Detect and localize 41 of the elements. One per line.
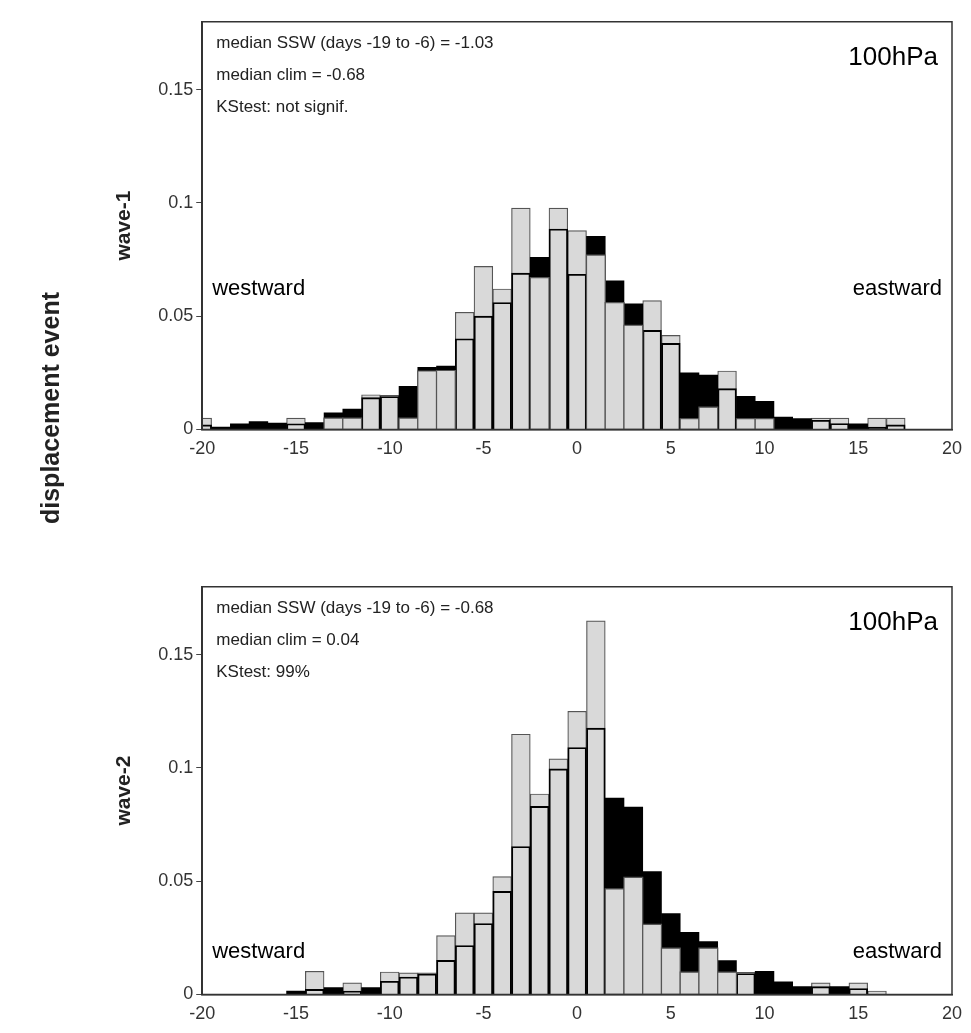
annotation: median clim = 0.04 [216, 630, 360, 650]
annotation: 100hPa [848, 605, 939, 636]
x-tick-label: -20 [189, 438, 216, 459]
annotation: median clim = -0.68 [216, 65, 366, 85]
x-tick-label: -10 [376, 1003, 403, 1024]
annotation: median SSW (days -19 to -6) = -0.68 [216, 598, 494, 618]
x-tick-label: -10 [376, 438, 403, 459]
x-tick-label: -5 [475, 1003, 492, 1024]
annotation: median SSW (days -19 to -6) = -1.03 [216, 33, 494, 53]
x-tick-label: -20 [189, 1003, 216, 1024]
x-tick-label: 20 [941, 438, 963, 459]
annotation: westward [211, 275, 306, 301]
x-tick-label: -15 [282, 1003, 309, 1024]
annotation: KStest: 99% [216, 662, 310, 682]
annotation: eastward [852, 275, 942, 301]
annotation: KStest: not signif. [216, 97, 349, 117]
x-tick-label: 10 [754, 1003, 775, 1024]
y-tick-label: 0.05 [158, 305, 194, 326]
y-tick-label: 0.1 [168, 191, 194, 212]
x-tick-label: -5 [475, 438, 492, 459]
x-tick-label: 0 [572, 438, 583, 459]
y-axis-title: wave-2 [111, 755, 135, 827]
y-tick-label: 0 [183, 418, 194, 439]
annotation: 100hPa [848, 40, 939, 71]
y-axis-title: wave-1 [111, 190, 135, 262]
x-tick-label: 5 [665, 1003, 676, 1024]
y-tick-label: 0.05 [158, 870, 194, 891]
x-tick-label: 5 [665, 438, 676, 459]
y-tick-label: 0.1 [168, 756, 194, 777]
y-tick-label: 0 [183, 983, 194, 1004]
y-tick-label: 0.15 [158, 643, 194, 664]
annotation: eastward [852, 938, 942, 964]
x-tick-label: 10 [754, 438, 775, 459]
annotation: westward [211, 938, 306, 964]
x-tick-label: 0 [572, 1003, 583, 1024]
x-tick-label: -15 [282, 438, 309, 459]
x-tick-label: 20 [941, 1003, 963, 1024]
text: displacement event [35, 291, 65, 525]
x-tick-label: 15 [848, 438, 869, 459]
x-tick-label: 15 [848, 1003, 869, 1024]
y-tick-label: 0.15 [158, 78, 194, 99]
